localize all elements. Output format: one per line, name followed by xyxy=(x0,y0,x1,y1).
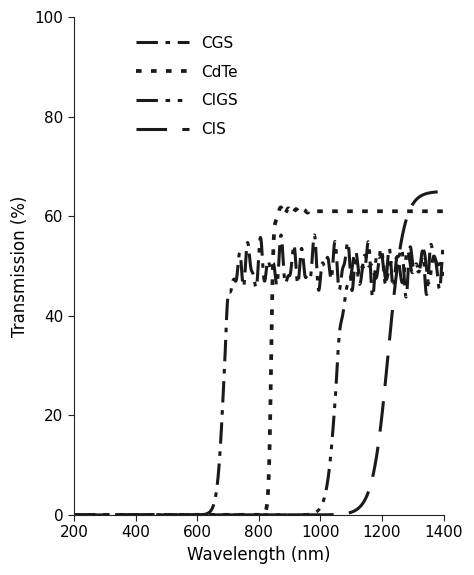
CIS xyxy=(213,512,219,519)
CIS xyxy=(229,512,235,519)
Legend: CGS, CdTe, CIGS, CIS: CGS, CdTe, CIGS, CIS xyxy=(130,30,244,143)
CdTe xyxy=(394,208,400,214)
CIS xyxy=(394,270,400,277)
CdTe xyxy=(71,512,77,519)
CdTe xyxy=(135,512,141,519)
CIS xyxy=(135,512,141,519)
CdTe xyxy=(113,512,119,519)
CIGS xyxy=(113,512,119,519)
CIGS xyxy=(441,273,447,279)
CGS xyxy=(311,232,317,239)
CGS xyxy=(441,242,447,249)
CGS xyxy=(213,492,219,499)
CIGS xyxy=(213,512,219,519)
CGS xyxy=(113,512,119,519)
CIS xyxy=(434,189,439,196)
CIS xyxy=(113,512,119,519)
CdTe xyxy=(213,512,219,519)
CdTe xyxy=(278,204,283,211)
CIGS xyxy=(378,245,384,252)
X-axis label: Wavelength (nm): Wavelength (nm) xyxy=(187,546,330,564)
CIGS xyxy=(71,512,77,519)
CdTe xyxy=(229,512,235,519)
Line: CIGS: CIGS xyxy=(74,248,444,515)
CIS xyxy=(71,512,77,519)
Line: CIS: CIS xyxy=(74,191,444,515)
Line: CGS: CGS xyxy=(74,235,444,515)
CGS xyxy=(434,263,439,270)
CGS xyxy=(135,512,141,519)
CIGS xyxy=(394,254,400,260)
CGS xyxy=(229,283,235,290)
CGS xyxy=(394,255,400,262)
CdTe xyxy=(441,208,447,214)
CdTe xyxy=(434,208,439,214)
CIS xyxy=(441,188,447,195)
CGS xyxy=(71,512,77,519)
CIGS xyxy=(229,512,235,519)
CIGS xyxy=(135,512,141,519)
Line: CdTe: CdTe xyxy=(74,208,444,515)
Y-axis label: Transmission (%): Transmission (%) xyxy=(11,196,29,337)
CIGS xyxy=(434,259,439,266)
